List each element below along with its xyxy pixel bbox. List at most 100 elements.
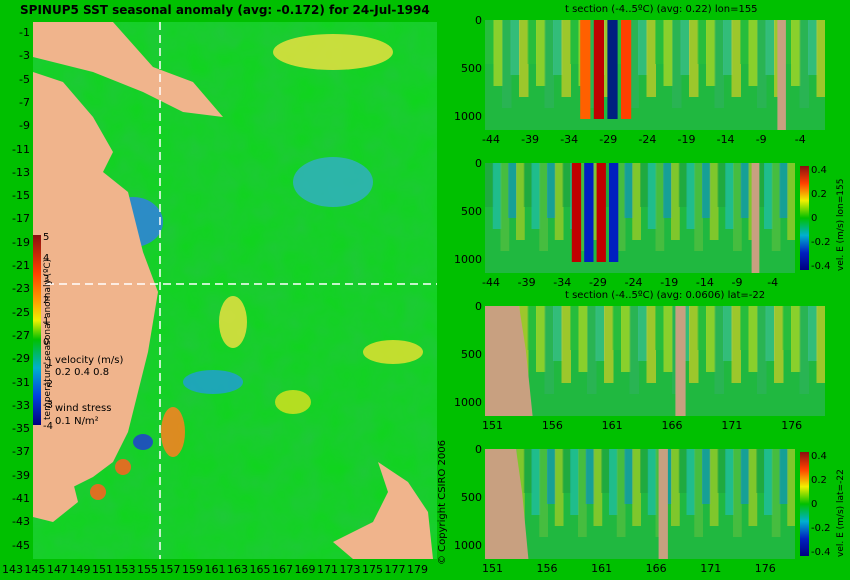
lat-tick-label: -41: [12, 492, 30, 505]
lat-tick-label: -15: [12, 189, 30, 203]
section-y-tick: 1000: [454, 253, 482, 266]
velocity-scale: 0.2 0.4 0.8: [55, 367, 110, 378]
new-guinea-land: [33, 22, 223, 117]
section-colorbar-tick: 0.2: [811, 189, 827, 200]
velocity-label: velocity (m/s): [55, 355, 124, 366]
lon-tick-label: 151: [92, 563, 113, 576]
lon-tick-label: 177: [384, 563, 406, 576]
section-y-tick: 1000: [454, 110, 482, 123]
section-x-tick: -14: [716, 133, 735, 146]
lon-tick-label: 145: [24, 563, 46, 576]
section-colorbar-tick: -0.2: [811, 237, 831, 248]
colorbar-tick-label: 4: [43, 253, 50, 264]
section-x-tick: 151: [482, 562, 503, 575]
new-zealand-land: [333, 462, 433, 559]
section-x-tick: -34: [553, 276, 572, 289]
section-x-tick: 166: [645, 562, 667, 575]
colorbar-tick-label: -1: [43, 358, 53, 369]
section-x-tick: 176: [781, 419, 803, 432]
lon-tick-label: 173: [339, 563, 361, 576]
colorbar-tick-label: 1: [43, 316, 50, 327]
lon-tick-label: 143: [2, 563, 23, 576]
section-y-tick: 1000: [454, 396, 482, 409]
section-colorbar-tick: -0.4: [811, 547, 831, 558]
lat-tick-label: -37: [12, 445, 30, 459]
colorbar-tick-label: 2: [43, 295, 50, 306]
section-x-tick: -29: [599, 133, 618, 146]
section-x-tick: 156: [541, 419, 563, 432]
lon-tick-label: 159: [182, 563, 203, 576]
colorbar-tick-label: -3: [43, 400, 53, 411]
lat-tick-label: -9: [19, 119, 30, 133]
map-colorbar: [33, 235, 41, 425]
section-title: t section (-4..5ºC) (avg: 0.0606) lat=-2…: [565, 290, 766, 301]
lat-tick-label: -11: [12, 142, 30, 156]
lat-tick-label: -1: [19, 26, 30, 39]
section-x-tick: -9: [731, 276, 743, 289]
lon-tick-label: 175: [362, 563, 383, 576]
lon-tick-label: 169: [294, 563, 316, 576]
section-x-tick: -29: [588, 276, 607, 289]
section-x-tick: 171: [700, 562, 722, 575]
section-x-tick: -19: [677, 133, 696, 146]
section-x-tick: -9: [755, 133, 767, 146]
lat-tick-label: -7: [19, 95, 30, 109]
section-y-tick: 1000: [454, 539, 482, 552]
section-x-tick: 176: [754, 562, 776, 575]
section-x-tick: -24: [638, 133, 657, 146]
section-plot: [485, 20, 825, 130]
section-x-tick: -19: [660, 276, 679, 289]
lon-tick-label: 149: [69, 563, 91, 576]
section-x-tick: 161: [601, 419, 623, 432]
section-colorbar-tick: 0.4: [811, 451, 827, 462]
colorbar-tick-label: -2: [43, 379, 53, 390]
section-x-tick: 151: [482, 419, 503, 432]
lon-tick-label: 147: [47, 563, 68, 576]
colorbar-tick-label: 3: [43, 274, 50, 285]
lat-tick-label: -39: [12, 468, 30, 482]
section-y-tick: 500: [461, 62, 482, 75]
section-colorbar: [800, 166, 809, 270]
wind-stress-label: wind stress: [55, 403, 112, 414]
section-colorbar-tick: -0.4: [811, 261, 831, 272]
lat-tick-label: -23: [12, 282, 30, 296]
lat-tick-label: -21: [12, 259, 30, 272]
sst-map-svg: [33, 22, 437, 559]
lat-tick-label: -5: [19, 72, 30, 86]
section-plot: [485, 306, 825, 416]
section-y-tick: 500: [461, 205, 482, 218]
tasmania-land: [33, 477, 78, 522]
lat-tick-label: -3: [19, 49, 30, 63]
section-x-tick: 161: [591, 562, 613, 575]
section-plot: [485, 449, 795, 559]
section-x-tick: -39: [517, 276, 536, 289]
section-x-tick: -4: [767, 276, 779, 289]
lat-tick-label: -27: [12, 328, 30, 342]
section-colorbar-tick: 0.4: [811, 165, 827, 176]
section-x-tick: -24: [624, 276, 643, 289]
section-x-tick: -44: [482, 133, 500, 146]
map-title: SPINUP5 SST seasonal anomaly (avg: -0.17…: [20, 3, 430, 17]
section-y-tick: 0: [475, 14, 482, 27]
section-colorbar-tick: -0.2: [811, 523, 831, 534]
section-x-tick: -4: [794, 133, 806, 146]
section-x-tick: 171: [721, 419, 743, 432]
lat-tick-label: -17: [12, 212, 30, 226]
lon-tick-label: 153: [114, 563, 136, 576]
section-x-tick: -34: [560, 133, 579, 146]
sst-map: [33, 22, 437, 559]
lat-tick-label: -35: [12, 422, 30, 436]
lon-tick-label: 171: [317, 563, 338, 576]
section-colorbar-label: vel. E (m/s) lat=-22: [836, 469, 846, 557]
lon-tick-label: 155: [137, 563, 158, 576]
section-x-tick: 156: [536, 562, 558, 575]
lon-tick-label: 165: [249, 563, 271, 576]
section-colorbar: [800, 452, 809, 556]
colorbar-tick-label: 0: [43, 337, 50, 348]
section-x-tick: -44: [482, 276, 500, 289]
section-plot: [485, 163, 795, 273]
lat-tick-label: -43: [12, 515, 30, 529]
colorbar-tick-label: -4: [43, 421, 53, 432]
lat-tick-label: -45: [12, 538, 30, 552]
section-x-tick: -39: [521, 133, 540, 146]
